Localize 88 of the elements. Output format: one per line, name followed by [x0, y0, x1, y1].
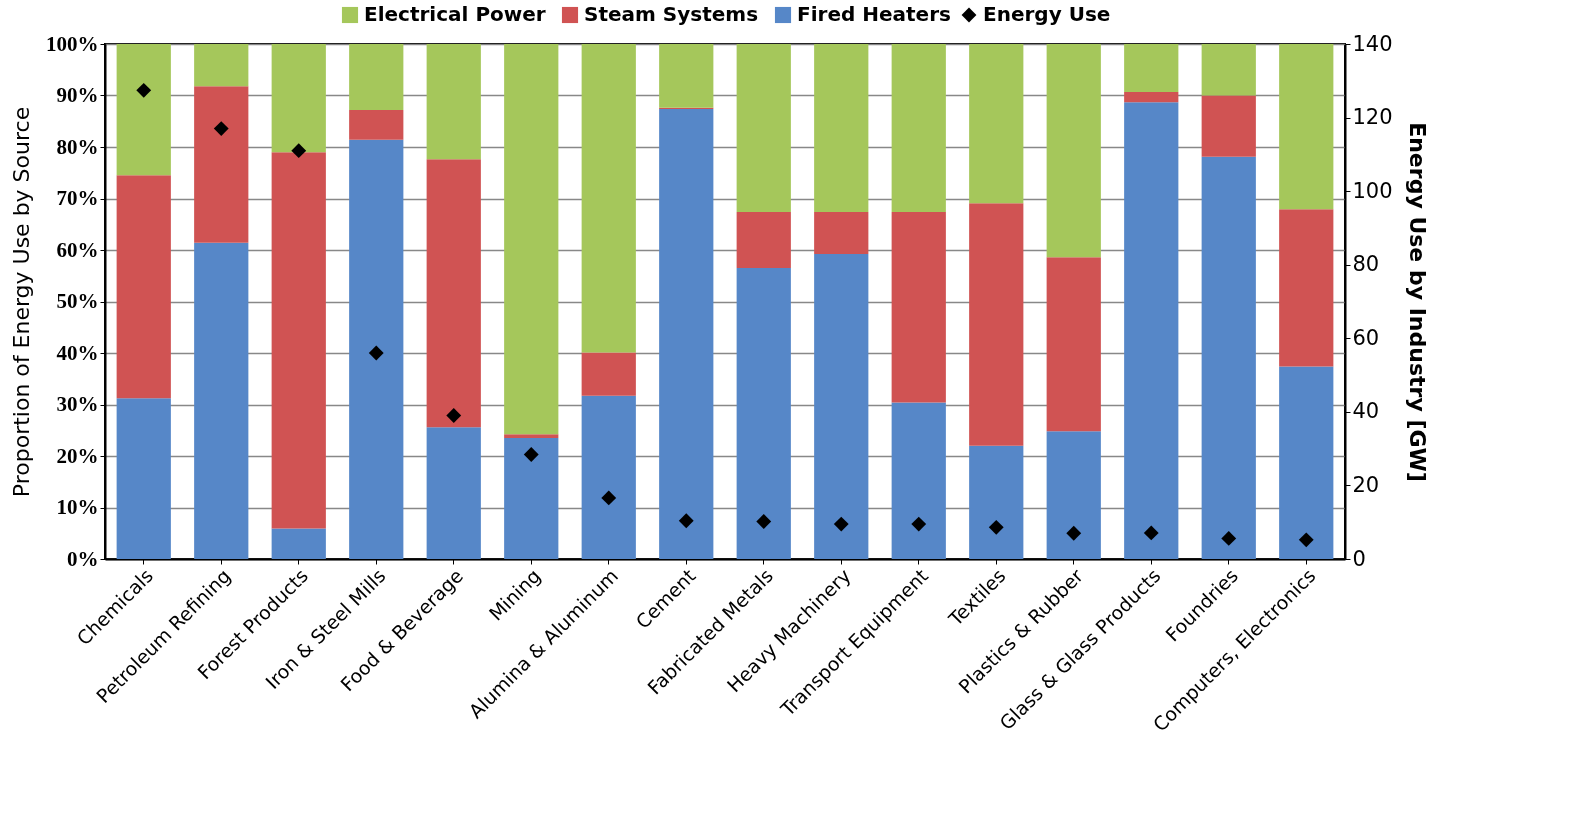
- bar: [1201, 44, 1256, 96]
- y2-tick-label: 0: [1352, 546, 1366, 571]
- y-axis-title: Proportion of Energy Use by Source: [9, 106, 34, 498]
- bar: [349, 139, 404, 559]
- bar: [1124, 44, 1179, 92]
- bar: [1279, 366, 1334, 559]
- bar: [194, 44, 249, 87]
- bar: [659, 108, 714, 559]
- bar: [271, 528, 326, 559]
- bar: [349, 44, 404, 110]
- y-tick-label: 90%: [56, 83, 99, 107]
- point: [291, 143, 307, 159]
- legend-label: Steam Systems: [584, 2, 759, 26]
- bar: [891, 44, 946, 212]
- bar: [659, 44, 714, 108]
- point: [136, 82, 152, 98]
- bar: [504, 437, 559, 559]
- bar: [116, 44, 171, 176]
- bar: [736, 268, 791, 559]
- bar: [426, 44, 481, 160]
- y2-tick-label: 60: [1352, 325, 1380, 350]
- y-tick-label: 0%: [67, 546, 99, 571]
- bar: [581, 352, 636, 396]
- y2-tick-label: 40: [1352, 399, 1380, 424]
- y-tick-label: 50%: [56, 289, 99, 313]
- y2-tick-label: 120: [1352, 105, 1393, 130]
- bar: [426, 427, 481, 559]
- point: [988, 519, 1004, 535]
- point: [601, 490, 617, 506]
- bar: [194, 86, 249, 243]
- bar: [349, 109, 404, 140]
- bar: [814, 254, 869, 559]
- bar: [1046, 44, 1101, 258]
- bar: [814, 211, 869, 255]
- bar: [736, 211, 791, 269]
- bar: [504, 44, 559, 435]
- bar: [969, 203, 1024, 446]
- bar: [1046, 257, 1101, 432]
- bar: [1279, 209, 1334, 367]
- y-tick-label: 70%: [56, 186, 99, 210]
- point: [833, 516, 849, 532]
- bar: [426, 159, 481, 428]
- bar: [1201, 95, 1256, 157]
- bar: [891, 402, 946, 559]
- y2-tick-label: 140: [1352, 31, 1393, 56]
- bar: [581, 44, 636, 353]
- bar: [194, 242, 249, 559]
- point: [523, 447, 539, 462]
- bar: [1201, 156, 1256, 559]
- y-tick-label: 60%: [56, 237, 99, 262]
- y-tick-label: 40%: [56, 340, 99, 365]
- point: [678, 513, 694, 529]
- bar: [116, 175, 171, 399]
- point: [756, 514, 772, 529]
- legend-label: Electrical Power: [364, 2, 546, 26]
- bar: [969, 44, 1024, 204]
- bar: [1124, 91, 1179, 103]
- bar: [1124, 102, 1179, 559]
- y-tick-label: 20%: [56, 443, 99, 468]
- point: [1143, 525, 1159, 541]
- point: [368, 345, 384, 361]
- y2-axis-title: Energy Use by Industry [GW]: [1404, 122, 1430, 482]
- y-tick-label: 10%: [56, 495, 99, 519]
- bar: [736, 44, 791, 212]
- bar: [504, 434, 559, 438]
- bar: [271, 44, 326, 153]
- legend-label: Energy Use: [983, 2, 1111, 26]
- bar: [1046, 431, 1101, 559]
- bar: [814, 44, 869, 212]
- y2-tick-label: 100: [1352, 178, 1393, 203]
- bar: [271, 152, 326, 529]
- y-tick-label: 80%: [56, 134, 99, 159]
- point: [1298, 532, 1314, 548]
- bar: [581, 395, 636, 559]
- y-tick-label: 30%: [56, 392, 99, 416]
- bar: [1279, 44, 1334, 210]
- point: [213, 121, 229, 137]
- point: [911, 516, 927, 532]
- point: [446, 408, 462, 423]
- bar: [116, 398, 171, 559]
- y-tick-label: 100%: [46, 31, 99, 56]
- legend-label: Fired Heaters: [797, 2, 951, 26]
- y2-tick-label: 20: [1352, 472, 1380, 497]
- y2-tick-label: 80: [1352, 252, 1380, 277]
- bar: [891, 211, 946, 403]
- point: [1221, 530, 1237, 546]
- point: [1066, 525, 1082, 541]
- bar: [969, 445, 1024, 559]
